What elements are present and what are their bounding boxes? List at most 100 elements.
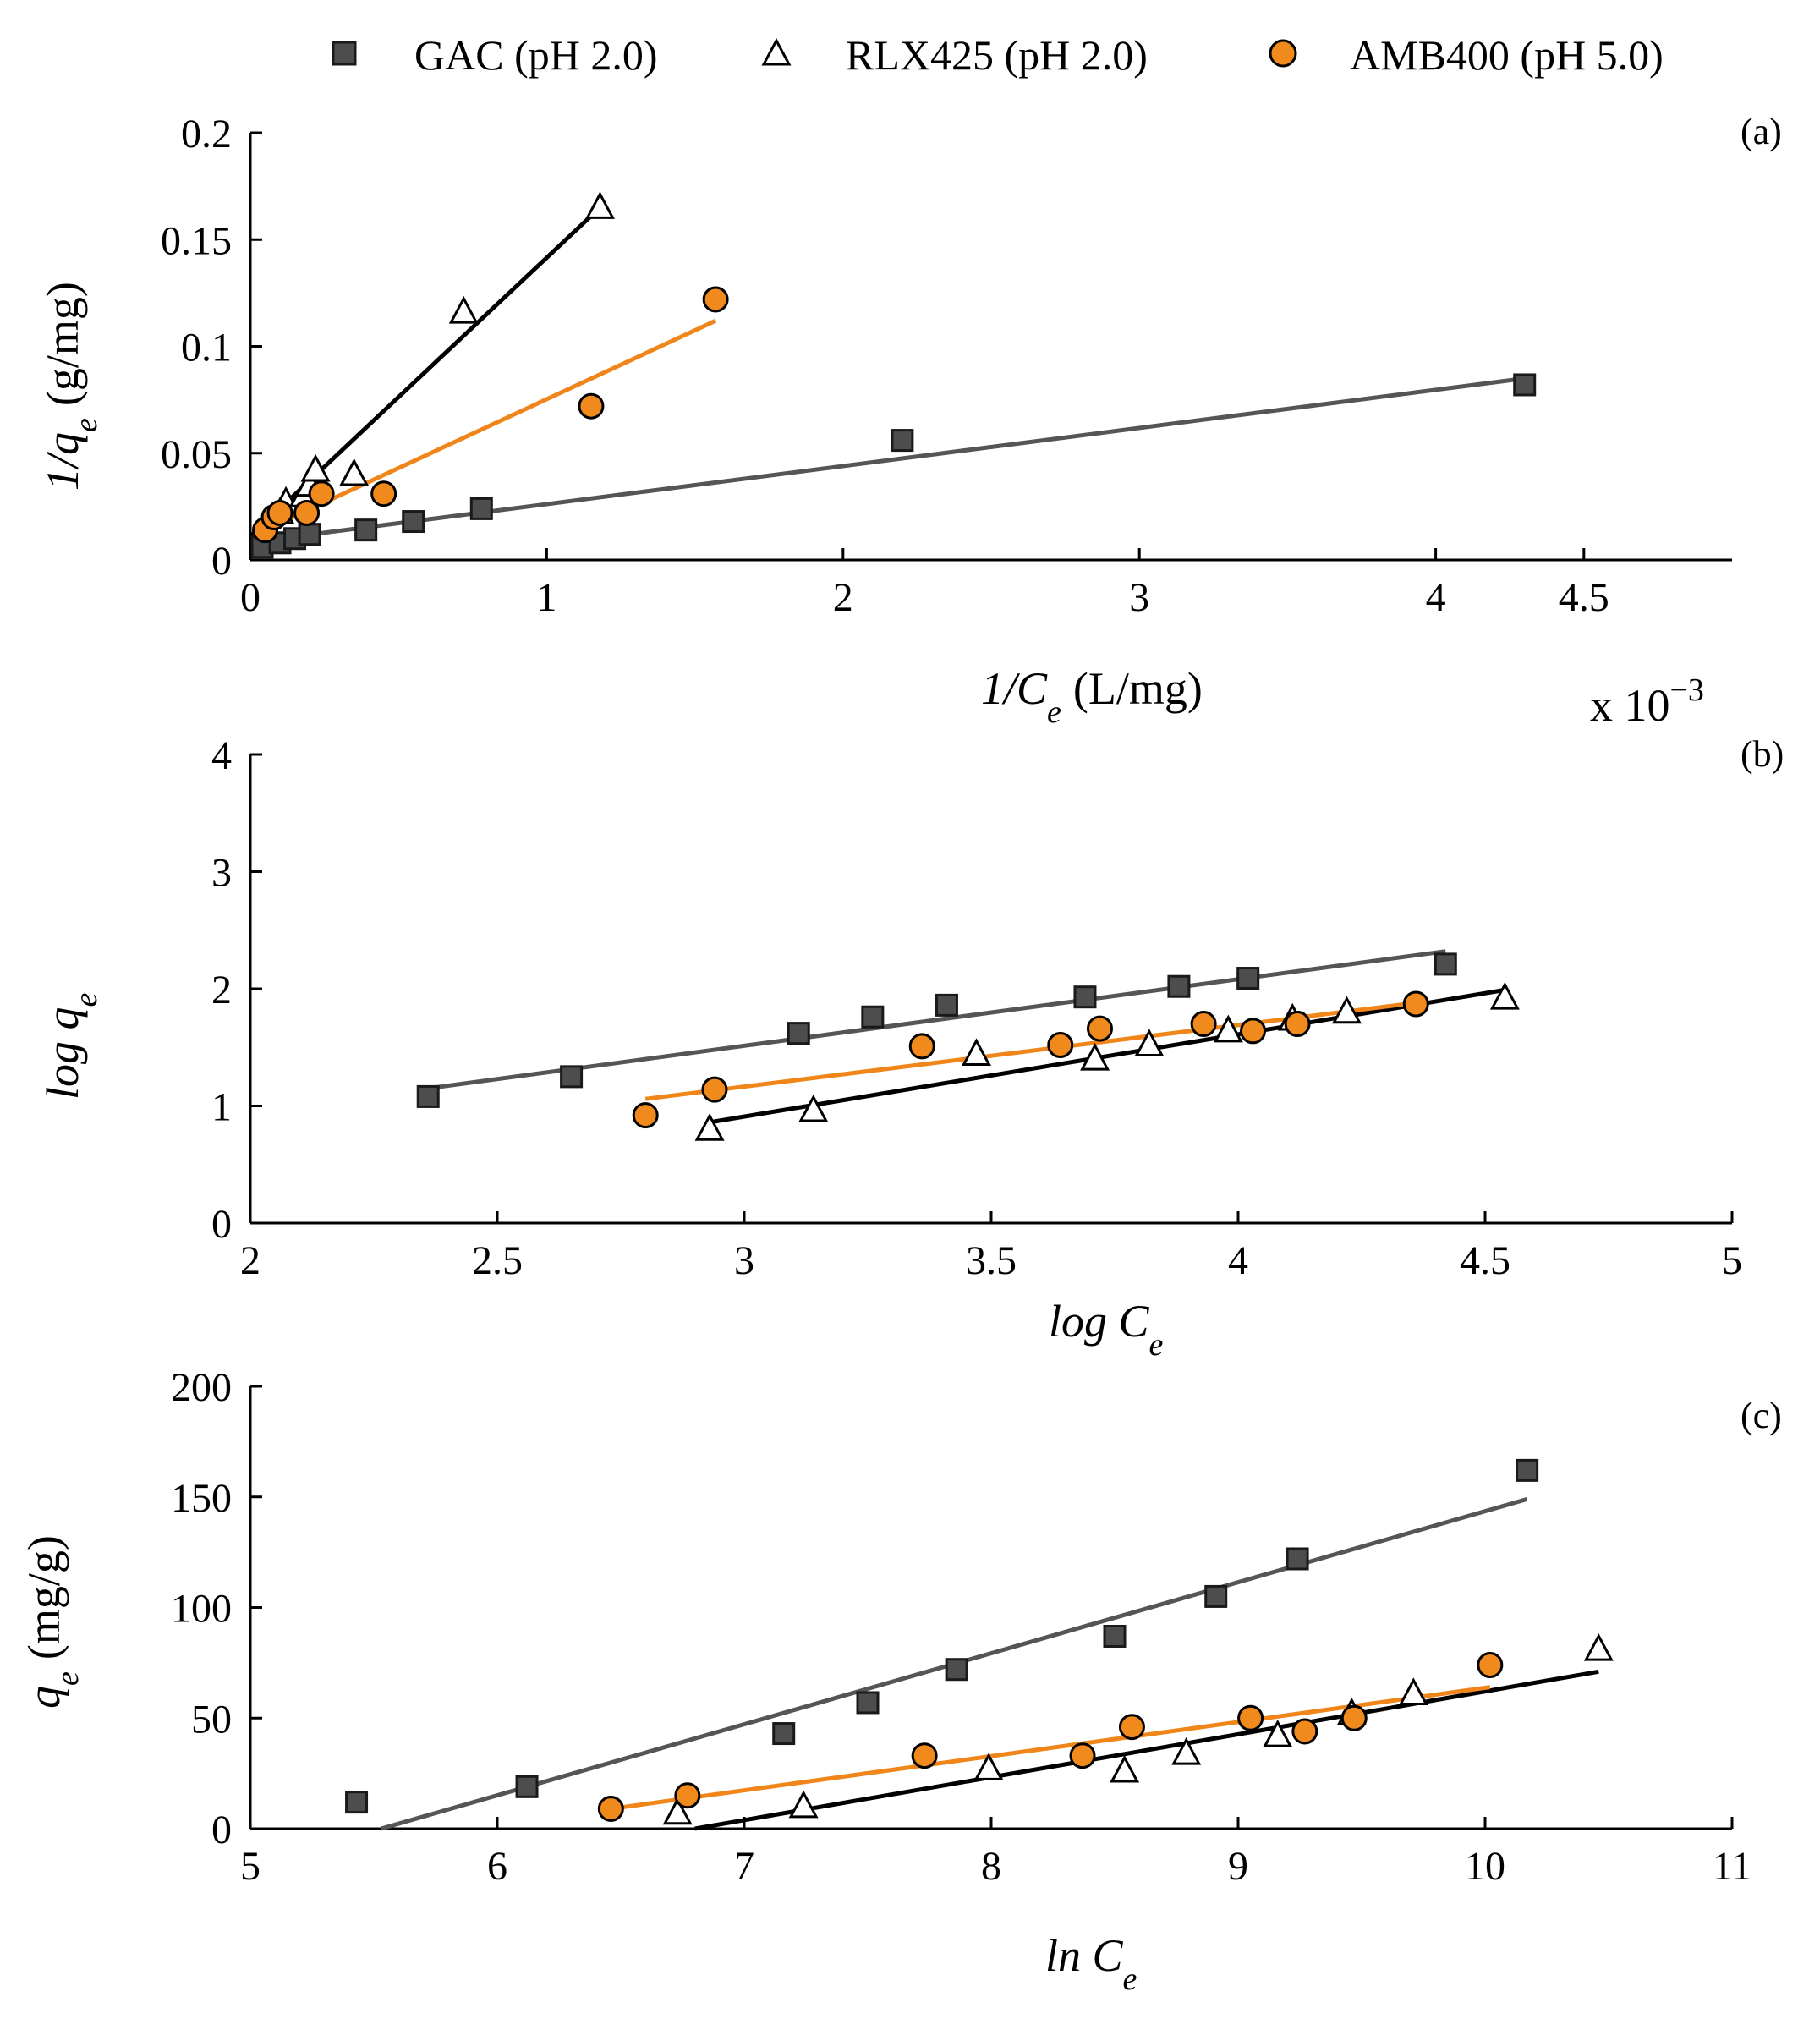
panel-a-tag: (a) xyxy=(1741,111,1782,152)
panel-b-point-amb400 xyxy=(1402,990,1429,1018)
panel-c-point-amb400 xyxy=(1237,1704,1264,1731)
panel-c-ylabel-sub: e xyxy=(50,1671,85,1686)
panel-a-point-rlx425 xyxy=(584,191,615,219)
panel-c-point-amb400 xyxy=(1069,1742,1096,1769)
panel-b-point-gac xyxy=(935,993,958,1017)
panel-a-ytick-label: 0.1 xyxy=(181,326,232,370)
panel-a-point-amb400 xyxy=(370,480,397,507)
panel-a-point-rlx425 xyxy=(300,453,331,482)
panel-a-xtick-label: 4 xyxy=(1426,575,1446,620)
panel-b-point-gac xyxy=(861,1005,885,1029)
panel-c-point-amb400 xyxy=(674,1782,701,1809)
panel-c-plot-area: 5 6 7 8 9 10 11 0 50 100 150 200 xyxy=(171,1365,1751,1889)
panel-a-ylabel-sub: e xyxy=(69,418,104,432)
panel-a-point-amb400 xyxy=(293,499,321,526)
panel-a-plot-area: 0 1 2 3 4 4.5 0 0.05 0.1 0.15 0.2 xyxy=(161,112,1732,620)
panel-a: 0 1 2 3 4 4.500.050.10.150.2 (a) 1/Ce (L/mg) x… xyxy=(37,111,1782,731)
panel-c-ytick-label: 200 xyxy=(171,1365,232,1410)
panel-c-point-rlx425 xyxy=(1398,1677,1428,1705)
panel-b-tag: (b) xyxy=(1741,733,1784,775)
panel-c-point-gac xyxy=(1103,1624,1127,1648)
panel-c-tag: (c) xyxy=(1741,1395,1782,1436)
panel-c-xlabel-sub: e xyxy=(1123,1961,1138,1997)
panel-a-point-amb400 xyxy=(308,480,335,507)
panel-c-fit-line-rlx425 xyxy=(694,1669,1599,1831)
panel-b-point-gac xyxy=(1434,952,1457,976)
legend-item-gac: GAC (pH 2.0) xyxy=(332,31,657,79)
panel-a-xlabel: 1/Ce (L/mg) xyxy=(981,663,1203,730)
panel-a-xtick-label: 2 xyxy=(833,575,853,620)
panel-a-xlabel-sub: e xyxy=(1047,694,1061,730)
panel-a-xlabel-unit: (L/mg) xyxy=(1073,663,1203,714)
panel-b-point-amb400 xyxy=(1086,1015,1113,1042)
panel-b-xtick-label: 4.5 xyxy=(1460,1238,1510,1283)
panel-b-point-rlx425 xyxy=(1134,1029,1165,1056)
panel-a-point-rlx425 xyxy=(448,295,479,324)
panel-a-xtick-label: 4.5 xyxy=(1559,575,1609,620)
panel-c-ylabel-main: q xyxy=(19,1686,69,1709)
legend-label-rlx425: RLX425 (pH 2.0) xyxy=(846,31,1148,79)
panel-b-ylabel-sub: e xyxy=(69,992,104,1007)
panel-a-point-gac xyxy=(891,429,914,453)
panel-b-ytick-label: 1 xyxy=(211,1085,232,1130)
panel-b-point-gac xyxy=(1073,985,1097,1009)
panel-b-plot-area: 2 2.5 3 3.5 4 4.5 5 0 1 2 3 4 xyxy=(211,733,1742,1283)
panel-a-ylabel-main: 1/q xyxy=(37,432,88,491)
panel-b-fit-line-rlx425 xyxy=(709,987,1505,1125)
panel-a-xlabel-main: 1/C xyxy=(981,663,1048,714)
panel-a-fit-line-amb400 xyxy=(264,318,717,532)
panel-c-ylabel-unit: (mg/g) xyxy=(19,1535,69,1660)
panel-a-ylabel-unit: (g/mg) xyxy=(37,282,88,406)
panel-b-point-amb400 xyxy=(908,1033,935,1060)
panel-b-point-gac xyxy=(416,1084,440,1108)
panel-a-multiplier: x 10−3 xyxy=(1590,672,1704,731)
panel-b-point-rlx425 xyxy=(694,1113,725,1141)
panel-b-point-gac xyxy=(560,1065,584,1089)
panel-c-ytick-label: 0 xyxy=(211,1808,232,1852)
panel-a-multiplier-base: x 10 xyxy=(1590,680,1670,731)
panel-b-point-rlx425 xyxy=(1080,1042,1110,1071)
panel-a-xtick-label: 0 xyxy=(240,575,260,620)
panel-c-point-rlx425 xyxy=(788,1790,819,1819)
panel-c-xtick-label: 5 xyxy=(240,1844,260,1889)
panel-c-point-gac xyxy=(856,1691,880,1715)
legend-marker-amb400 xyxy=(1269,39,1297,68)
panel-c-ytick-label: 150 xyxy=(171,1476,232,1521)
panel-b-point-amb400 xyxy=(1240,1018,1267,1045)
panel-a-point-amb400 xyxy=(266,499,293,526)
panel-c-point-gac xyxy=(1204,1584,1228,1608)
panel-b-point-rlx425 xyxy=(1331,996,1362,1024)
panel-c-fit-line-amb400 xyxy=(610,1685,1491,1811)
panel-c-point-rlx425 xyxy=(1583,1633,1614,1661)
panel-a-point-gac xyxy=(354,518,378,542)
panel-a-xtick-label: 1 xyxy=(536,575,556,620)
panel-c-ytick-label: 50 xyxy=(191,1697,232,1742)
panel-b-xtick-label: 3 xyxy=(734,1238,754,1283)
panel-c-point-amb400 xyxy=(1291,1718,1318,1745)
panel-a-point-gac xyxy=(1513,373,1537,397)
panel-a-ytick-label: 0.15 xyxy=(161,218,232,263)
panel-b-xlabel-sub: e xyxy=(1149,1327,1164,1363)
panel-b-point-amb400 xyxy=(1190,1011,1217,1038)
panel-a-point-gac xyxy=(469,497,493,520)
panel-c-point-amb400 xyxy=(1340,1704,1368,1731)
panel-c-xtick-label: 6 xyxy=(487,1844,507,1889)
panel-c-point-amb400 xyxy=(911,1742,938,1769)
panel-b-point-amb400 xyxy=(701,1076,728,1103)
panel-c-point-amb400 xyxy=(1118,1714,1145,1741)
legend-label-amb400: AMB400 (pH 5.0) xyxy=(1350,31,1664,79)
panel-b-xlabel: log Ce xyxy=(1049,1296,1164,1363)
panel-b-point-rlx425 xyxy=(1213,1014,1243,1043)
panel-b-xtick-label: 3.5 xyxy=(966,1238,1017,1283)
legend-item-amb400: AMB400 (pH 5.0) xyxy=(1269,31,1664,79)
panel-c-point-gac xyxy=(1286,1547,1309,1571)
panel-b-point-rlx425 xyxy=(798,1094,829,1122)
panel-a-point-gac xyxy=(298,523,321,546)
panel-c-point-rlx425 xyxy=(662,1797,693,1825)
panel-c-point-amb400 xyxy=(597,1795,624,1822)
legend-marker-rlx425 xyxy=(761,37,792,66)
panel-c-ytick-label: 100 xyxy=(171,1587,232,1632)
panel-b-ytick-label: 0 xyxy=(211,1202,232,1247)
